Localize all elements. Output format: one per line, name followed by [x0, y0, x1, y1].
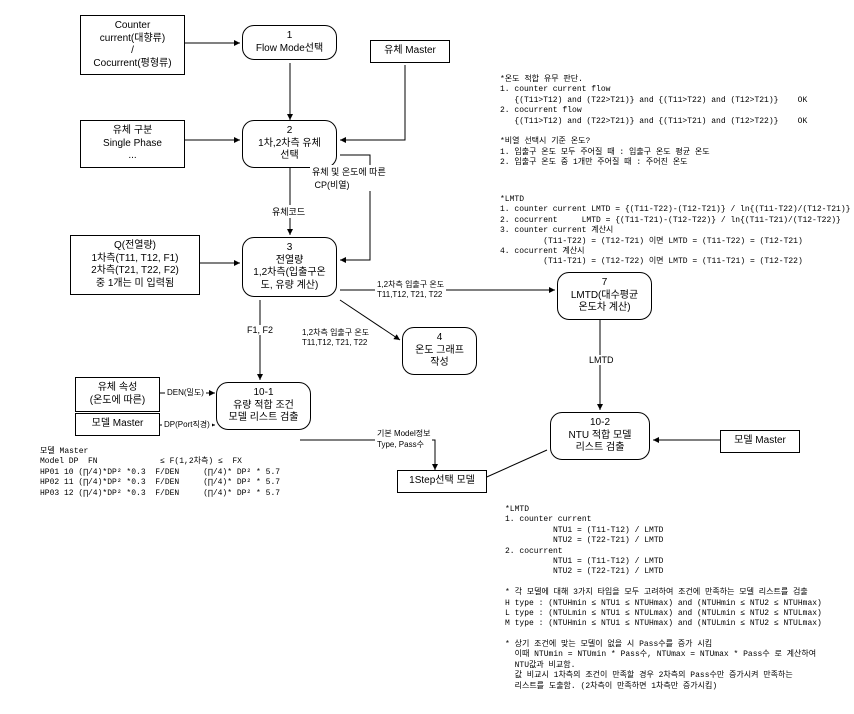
- node-1-flow-mode: 1Flow Mode선택: [242, 25, 337, 60]
- label-lmtd: LMTD: [587, 355, 616, 365]
- fluid-attr-box: 유체 속성(온도에 따른): [75, 377, 160, 412]
- node-1-text: 1Flow Mode선택: [256, 30, 323, 54]
- model-master-right-text: 모델 Master: [734, 435, 786, 446]
- node-10-1: 10-1유량 적합 조건모델 리스트 검출: [216, 382, 311, 430]
- node-7-text: 7LMTD(대수평균온도차 계산): [571, 277, 638, 313]
- node-10-2-text: 10-2NTU 적합 모델리스트 검출: [569, 417, 632, 453]
- node-10-2: 10-2NTU 적합 모델리스트 검출: [550, 412, 650, 460]
- label-fluidcode: 유체코드: [270, 205, 307, 218]
- annot-ntu: *LMTD 1. counter current NTU1 = (T11-T12…: [505, 505, 822, 692]
- node-7-lmtd: 7LMTD(대수평균온도차 계산): [557, 272, 652, 320]
- node-4-graph: 4온도 그래프작성: [402, 327, 477, 375]
- node-1step: 1Step선택 모델: [397, 470, 487, 493]
- node-3-text: 3전열량1,2차측(입출구온도, 유량 계산): [253, 242, 325, 291]
- label-den: DEN(밀도): [165, 387, 206, 398]
- node-3-heat: 3전열량1,2차측(입출구온도, 유량 계산): [242, 237, 337, 297]
- input-flow-mode: Countercurrent(대향류)/Cocurrent(평형류): [80, 15, 185, 75]
- label-T-down: 1,2차측 입출구 온도T11,T12, T21, T22: [300, 327, 371, 347]
- input-q: Q(전열량)1차측(T11, T12, F1)2차측(T21, T22, F2)…: [70, 235, 200, 295]
- node-4-text: 4온도 그래프작성: [415, 332, 464, 368]
- model-master-left-text: 모델 Master: [92, 418, 144, 429]
- input-phase-text: 유체 구분Single Phase...: [103, 125, 162, 161]
- node-10-1-text: 10-1유량 적합 조건모델 리스트 검출: [229, 387, 299, 423]
- label-cp: 유체 및 온도에 따른 CP(비열): [310, 165, 388, 191]
- label-T-right: 1,2차측 입출구 온도T11,T12, T21, T22: [375, 279, 446, 299]
- fluid-attr-text: 유체 속성(온도에 따른): [90, 382, 145, 406]
- node-1step-text: 1Step선택 모델: [409, 475, 475, 486]
- fluid-master-box: 유체 Master: [370, 40, 450, 63]
- label-f1f2: F1, F2: [245, 325, 275, 335]
- input-q-text: Q(전열량)1차측(T11, T12, F1)2차측(T21, T22, F2)…: [91, 240, 179, 289]
- model-master-left: 모델 Master: [75, 413, 160, 436]
- annot-flow-check: *온도 적합 유무 판단. 1. counter current flow {(…: [500, 75, 807, 169]
- input-phase: 유체 구분Single Phase...: [80, 120, 185, 168]
- annot-model-master-table: 모델 Master Model DP FN ≤ F(1,2차측) ≤ FX HP…: [40, 447, 280, 499]
- node-2-text: 21차,2차측 유체선택: [258, 125, 321, 161]
- label-modeltype: 기본 Model정보Type, Pass수: [375, 428, 432, 450]
- label-dp: DP(Port직경): [162, 419, 212, 430]
- node-2-fluid-select: 21차,2차측 유체선택: [242, 120, 337, 168]
- annot-lmtd-formula: *LMTD 1. counter current LMTD = {(T11-T2…: [500, 195, 850, 268]
- model-master-right: 모델 Master: [720, 430, 800, 453]
- fluid-master-text: 유체 Master: [384, 45, 436, 56]
- input-flow-mode-text: Countercurrent(대향류)/Cocurrent(평형류): [93, 20, 171, 69]
